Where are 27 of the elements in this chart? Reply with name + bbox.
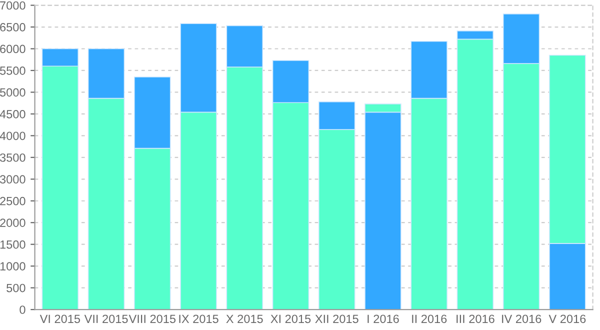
y-tick-label: 2000 xyxy=(0,218,26,227)
x-tick-label: X 2015 xyxy=(226,314,263,324)
y-tick-label: 4000 xyxy=(0,132,26,140)
x-tick-label: III 2016 xyxy=(456,314,494,324)
y-tick-label: 4500 xyxy=(0,110,26,118)
y-tick-label: 7000 xyxy=(0,1,26,10)
y-tick-label: 1500 xyxy=(0,240,26,249)
x-tick-label: VIII 2015 xyxy=(128,314,176,324)
y-tick-label: 3500 xyxy=(0,153,26,162)
x-tick-label: XII 2015 xyxy=(315,314,358,324)
y-tick-label: 500 xyxy=(6,284,26,292)
x-tick-label: II 2016 xyxy=(412,314,447,324)
y-tick-label: 6000 xyxy=(0,44,26,54)
y-tick-label: 1000 xyxy=(0,262,26,270)
x-tick-label: IX 2015 xyxy=(179,314,218,324)
y-tick-label: 2500 xyxy=(0,196,26,206)
x-tick-label: XI 2015 xyxy=(270,314,311,324)
x-tick-label: I 2016 xyxy=(368,314,399,324)
y-tick-label: 5000 xyxy=(0,88,26,97)
y-tick-label: 0 xyxy=(20,306,26,314)
y-tick-label: 5500 xyxy=(0,66,26,75)
y-tick-label: 6500 xyxy=(0,23,26,32)
x-tick-label: IV 2016 xyxy=(502,314,542,324)
x-tick-label: VII 2015 xyxy=(84,314,128,324)
y-tick-label: 3000 xyxy=(0,175,26,184)
x-tick-label: VI 2015 xyxy=(40,314,80,324)
x-tick-label: V 2016 xyxy=(548,314,586,324)
